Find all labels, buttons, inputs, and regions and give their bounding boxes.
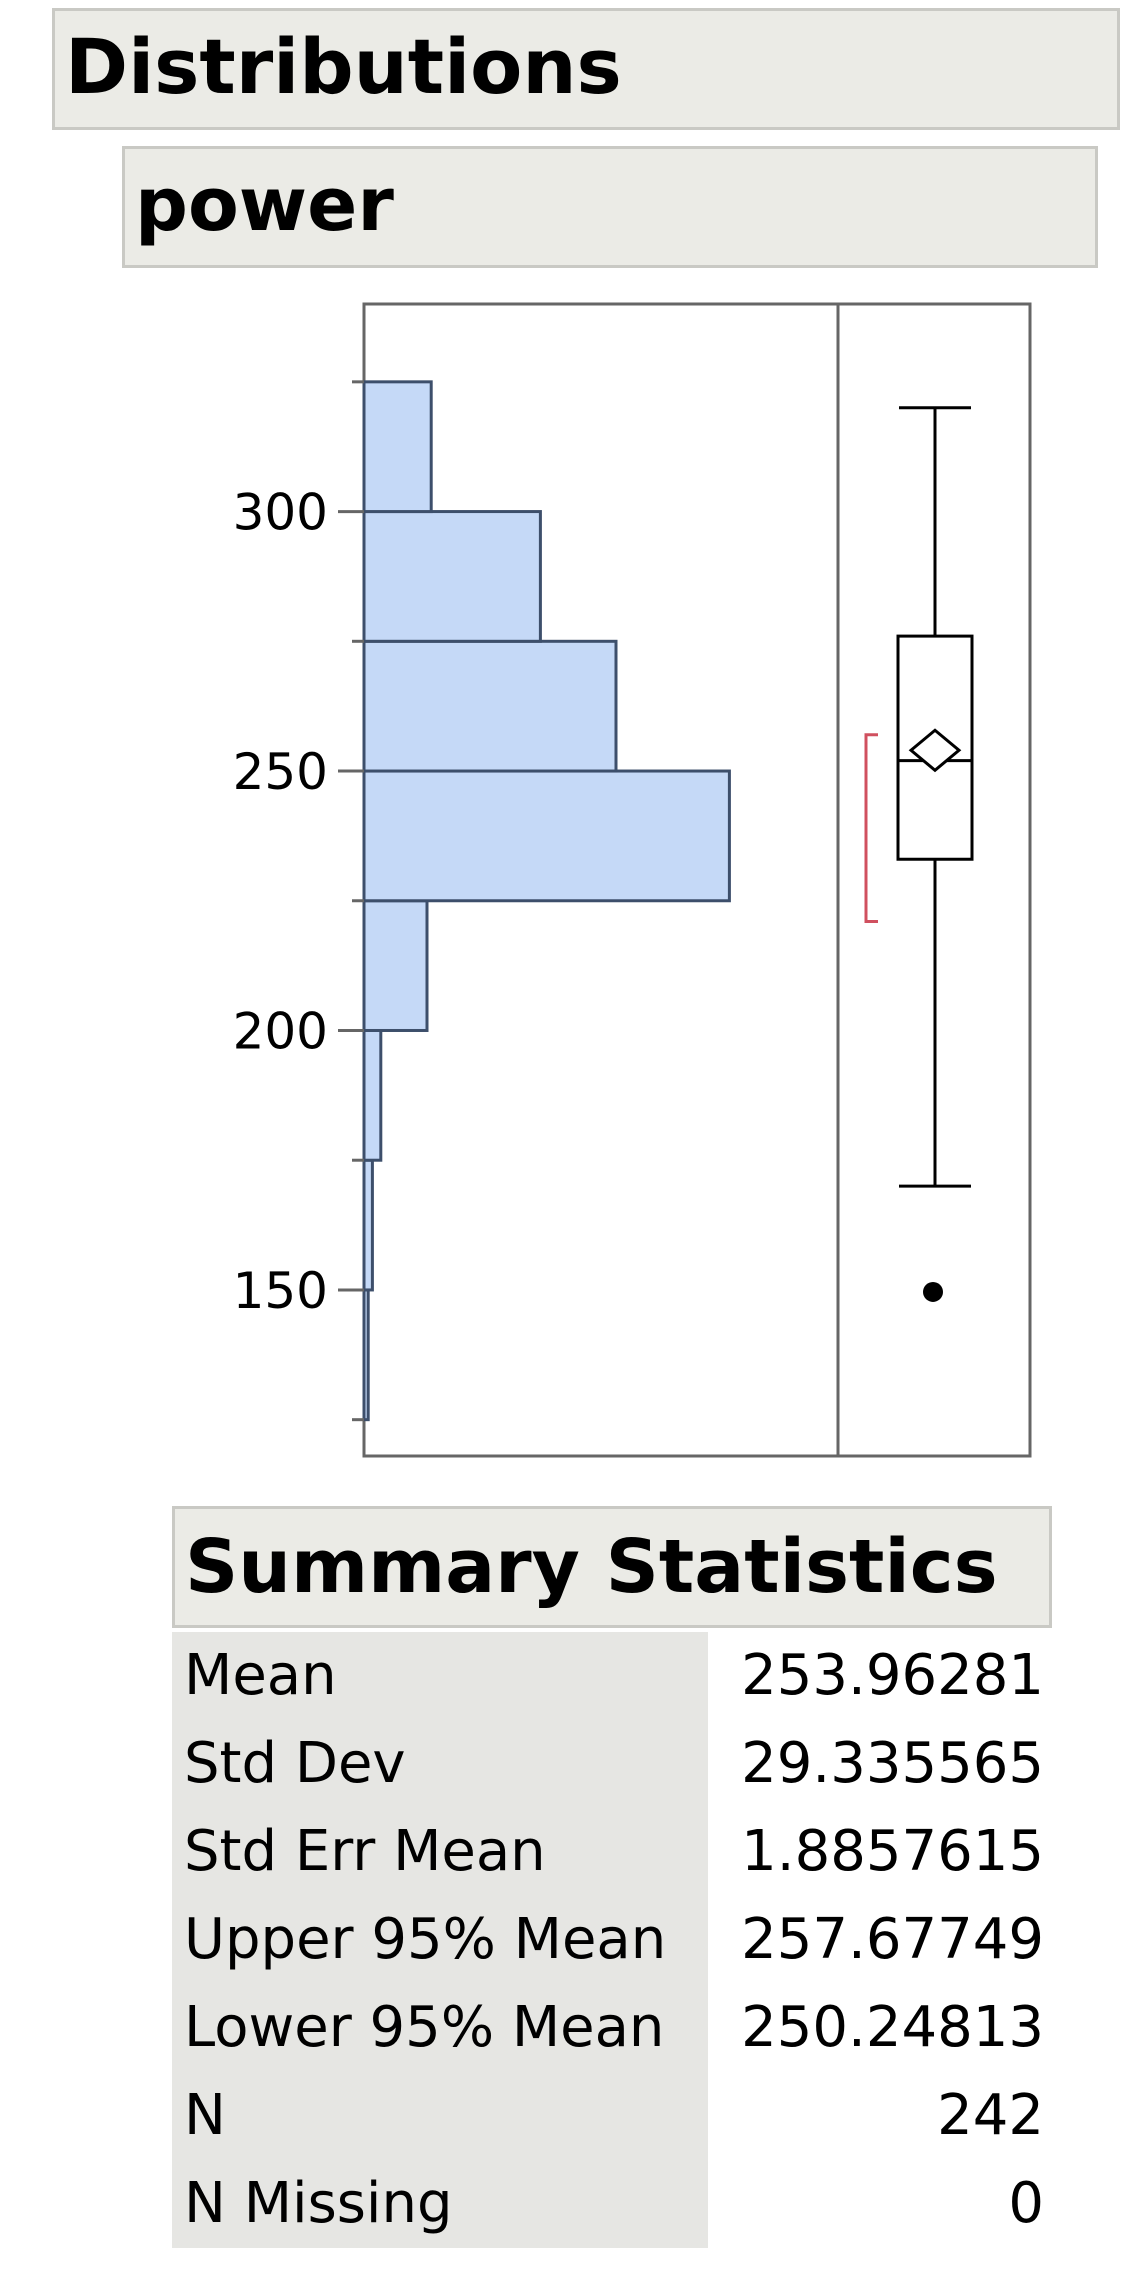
summary-statistics-table: Mean 253.96281 Std Dev 29.335565 Std Err Mea… xyxy=(172,1632,1050,2248)
distributions-header[interactable]: Distributions xyxy=(52,8,1120,130)
stats-row: Lower 95% Mean 250.24813 xyxy=(172,1984,1050,2072)
stats-row: Std Dev 29.335565 xyxy=(172,1720,1050,1808)
stat-label: N xyxy=(172,2072,708,2160)
histogram-bar xyxy=(362,1158,374,1292)
histogram-bar xyxy=(362,639,618,773)
interquartile-box xyxy=(896,634,974,861)
stats-row: N 242 xyxy=(172,2072,1050,2160)
shortest-half-bracket xyxy=(864,733,878,924)
stat-value: 257.67749 xyxy=(741,1907,1044,1972)
stat-value: 250.24813 xyxy=(741,1995,1044,2060)
histogram-bar xyxy=(362,899,429,1032)
y-axis: 150 200 250 300 xyxy=(233,380,364,1422)
stat-value: 29.335565 xyxy=(741,1731,1044,1796)
stat-value: 253.96281 xyxy=(741,1643,1044,1708)
histogram-bar xyxy=(362,1028,383,1162)
stat-value: 1.8857615 xyxy=(741,1819,1044,1884)
stat-value: 0 xyxy=(1008,2171,1044,2236)
variable-header[interactable]: power xyxy=(122,146,1098,268)
stat-label: N Missing xyxy=(172,2160,708,2248)
y-tick-label: 150 xyxy=(233,1262,328,1320)
stat-label: Upper 95% Mean xyxy=(172,1896,708,1984)
summary-statistics-header[interactable]: Summary Statistics xyxy=(172,1506,1052,1628)
outlier-point xyxy=(923,1281,943,1302)
histogram-bars xyxy=(362,380,731,1422)
stats-row: Std Err Mean 1.8857615 xyxy=(172,1808,1050,1896)
stat-value: 242 xyxy=(937,2083,1044,2148)
box-plot xyxy=(864,406,974,1302)
stat-label: Lower 95% Mean xyxy=(172,1984,708,2072)
y-tick-label: 300 xyxy=(233,484,328,542)
y-tick-label: 250 xyxy=(233,743,328,801)
stat-label: Std Err Mean xyxy=(172,1808,708,1896)
stats-row: Mean 253.96281 xyxy=(172,1632,1050,1720)
stats-row: N Missing 0 xyxy=(172,2160,1050,2248)
stat-label: Mean xyxy=(172,1632,708,1720)
mean-diamond xyxy=(908,728,962,773)
histogram-bar xyxy=(362,769,731,903)
distribution-chart: 150 200 250 300 xyxy=(233,302,1032,1458)
stat-label: Std Dev xyxy=(172,1720,708,1808)
histogram-bar xyxy=(362,380,433,514)
histogram-bar xyxy=(362,1288,370,1422)
y-tick-label: 200 xyxy=(233,1002,328,1060)
histogram-bar xyxy=(362,510,542,643)
stats-row: Upper 95% Mean 257.67749 xyxy=(172,1896,1050,1984)
